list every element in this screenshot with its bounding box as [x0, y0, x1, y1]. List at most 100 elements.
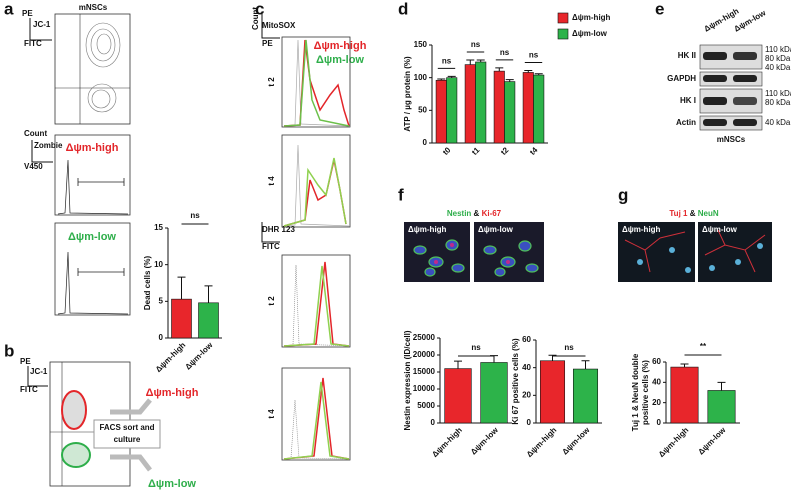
plot-frame	[281, 36, 351, 128]
marker-label: 40 kDa	[765, 63, 791, 72]
row-label: HK II	[678, 51, 696, 60]
x-tick-label: Δψm-low	[696, 425, 728, 457]
y-axis-label: Ki 67 positive cells (%)	[511, 338, 520, 425]
x-tick-label: Δψm-high	[525, 425, 559, 459]
image-label: Δψm-low	[702, 225, 738, 234]
plot-frame	[54, 134, 131, 216]
bar	[493, 70, 505, 144]
blot	[699, 44, 763, 131]
panel-letter: e	[655, 0, 664, 18]
y-tick-label: 150	[414, 40, 428, 49]
sort-arrow	[110, 398, 152, 472]
annotation: ns	[500, 48, 510, 57]
x-tick-label: t4	[528, 145, 540, 157]
error-bar	[581, 360, 590, 370]
y-tick-label: 0	[159, 333, 164, 342]
annotation: ns	[471, 343, 481, 352]
bar	[533, 74, 545, 144]
y-tick-label: 50	[418, 105, 427, 114]
y-axis-label: Tuj 1 & NeuN double	[631, 353, 640, 431]
axis-label: PE	[262, 39, 273, 48]
x-tick-label: Δψm-high	[430, 425, 464, 459]
annotation: ns	[529, 51, 539, 60]
axis-arrow	[31, 140, 53, 163]
panel-letter: d	[398, 0, 408, 18]
x-tick-label: t0	[441, 145, 453, 157]
bar	[198, 302, 219, 339]
bar	[171, 298, 192, 339]
plot-frame	[281, 367, 351, 461]
error-bar	[717, 381, 726, 391]
histogram	[57, 159, 129, 215]
y-tick-label: 15	[154, 223, 163, 232]
footer: mNSCs	[717, 135, 746, 144]
panel-letter: c	[255, 0, 264, 18]
stain-join: &	[690, 209, 696, 218]
error-bar	[204, 285, 213, 303]
axis-label: DHR 123	[262, 225, 295, 234]
stain-title: Nestin & Ki-67	[447, 209, 502, 218]
error-bar	[495, 67, 504, 72]
stain-title: Tuj 1 & NeuN	[669, 209, 718, 218]
x-tick-label: Δψm-low	[469, 425, 501, 457]
bar	[444, 368, 472, 424]
axis-label: Count	[251, 7, 260, 30]
sort-box	[93, 419, 161, 449]
axis-label: FITC	[262, 242, 280, 251]
y-axis-label: Nestin expression (ID/cell)	[403, 330, 412, 430]
y-tick-label: 0	[527, 418, 532, 427]
sort-label: culture	[114, 435, 141, 444]
y-tick-label: 25000	[413, 333, 436, 342]
marker-label: 80 kDa	[765, 98, 791, 107]
output-label: Δψm-low	[148, 478, 196, 490]
y-tick-label: 20	[522, 390, 531, 399]
y-tick-label: 20000	[413, 350, 436, 359]
gate	[77, 268, 125, 276]
gate-low	[61, 442, 91, 468]
error-bar	[447, 75, 456, 78]
error-bar	[490, 355, 498, 363]
annotation: ns	[442, 56, 452, 65]
row-label: t 4	[267, 176, 276, 186]
marker-label: 80 kDa	[765, 54, 791, 63]
bar	[464, 64, 476, 144]
bar	[475, 61, 487, 144]
y-tick-label: 5	[159, 296, 164, 305]
row-label: HK I	[680, 96, 696, 105]
axis-label: FITC	[20, 385, 38, 394]
bar	[539, 360, 566, 424]
axis-arrow	[261, 222, 280, 243]
histogram	[57, 251, 129, 315]
y-tick-label: 0	[423, 138, 428, 147]
histograms	[283, 39, 350, 460]
plot-frame	[54, 13, 131, 125]
axis-arrow	[261, 14, 280, 39]
axis-label: JC-1	[30, 367, 48, 376]
panel-letter: b	[4, 341, 14, 360]
row-label: t 2	[267, 77, 276, 87]
image-label: Δψm-low	[478, 225, 514, 234]
bar	[707, 390, 736, 424]
row-label: Actin	[676, 118, 696, 127]
error-bar	[466, 59, 475, 65]
axis-label: Zombie	[34, 141, 63, 150]
legend-label: Δψm-high	[314, 40, 367, 52]
bar	[522, 72, 534, 144]
y-tick-label: 5000	[417, 401, 435, 410]
error-bar	[177, 276, 186, 300]
micrograph	[404, 222, 544, 282]
axis-label: FITC	[24, 39, 42, 48]
y-tick-label: 0	[657, 418, 662, 427]
y-tick-label: 0	[431, 418, 436, 427]
marker-label: 40 kDa	[765, 118, 791, 127]
axis-label: PE	[20, 357, 31, 366]
marker-label: 110 kDa	[765, 45, 791, 54]
stain: NeuN	[698, 209, 719, 218]
error-bar	[437, 78, 446, 81]
micrograph	[618, 222, 772, 282]
bar	[504, 81, 516, 144]
y-tick-label: 20	[652, 398, 661, 407]
legend-label: Δψm-high	[572, 13, 611, 22]
y-tick-label: 40	[652, 377, 661, 386]
